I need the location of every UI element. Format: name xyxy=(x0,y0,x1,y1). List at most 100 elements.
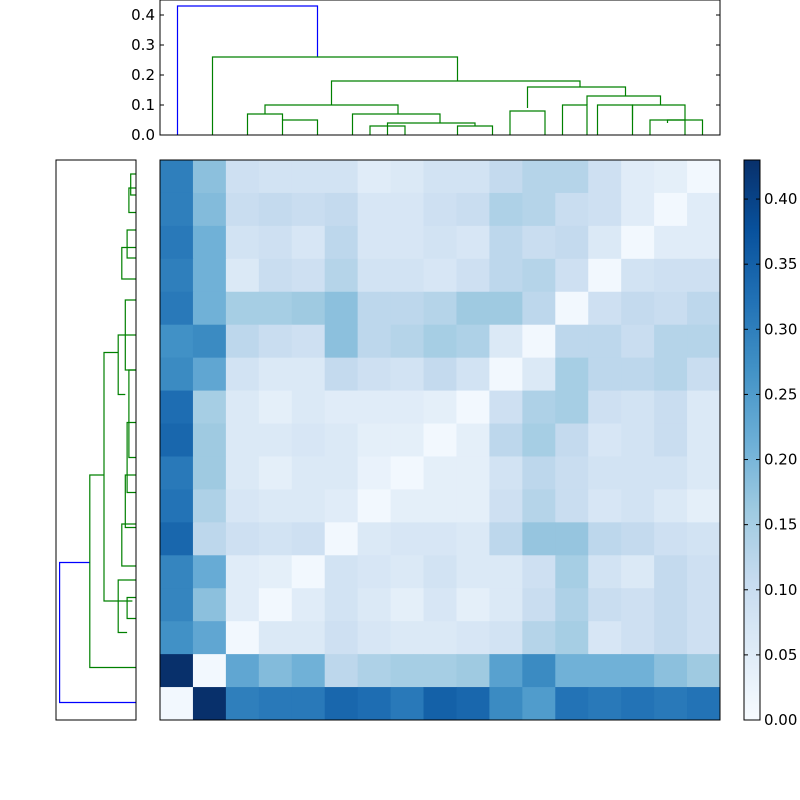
top-dendrogram-link xyxy=(509,110,546,135)
heatmap-cell xyxy=(621,160,655,194)
heatmap-cell xyxy=(192,192,227,227)
heatmap-cell xyxy=(258,225,293,260)
top-dendrogram-link xyxy=(596,104,634,135)
heatmap-cell xyxy=(687,258,721,293)
heatmap-cell xyxy=(258,192,293,227)
colorbar-scale xyxy=(744,160,760,720)
heatmap-cell xyxy=(192,621,227,655)
heatmap-cell xyxy=(621,291,655,326)
colorbar-tick-label: 0.30 xyxy=(764,320,797,338)
heatmap-cell xyxy=(654,687,688,721)
heatmap-cell xyxy=(555,522,589,556)
heatmap-cell xyxy=(225,621,260,655)
heatmap-cell xyxy=(489,456,523,490)
heatmap-cell xyxy=(687,489,721,523)
heatmap-cell xyxy=(522,258,556,293)
heatmap-cell xyxy=(555,291,589,326)
heatmap-cell xyxy=(160,588,194,622)
heatmap-cell xyxy=(588,423,622,457)
heatmap-cell xyxy=(423,456,457,490)
heatmap-cell xyxy=(225,522,260,556)
heatmap-cell xyxy=(160,225,194,260)
heatmap-cell xyxy=(390,258,425,293)
left-dendrogram-link xyxy=(124,299,136,371)
heatmap-cell xyxy=(357,357,392,392)
heatmap-cell xyxy=(357,192,392,227)
heatmap xyxy=(159,159,721,721)
heatmap-cell xyxy=(291,324,326,359)
heatmap-cell xyxy=(522,192,556,227)
heatmap-cell xyxy=(489,621,523,655)
top-dendrogram-link xyxy=(526,86,627,108)
heatmap-cell xyxy=(687,555,721,589)
heatmap-cell xyxy=(588,522,622,556)
heatmap-cell xyxy=(588,588,622,622)
heatmap-cell xyxy=(654,324,688,359)
heatmap-cell xyxy=(588,489,622,523)
heatmap-cell xyxy=(621,225,655,260)
heatmap-cell xyxy=(357,588,392,622)
heatmap-cell xyxy=(654,621,688,655)
left-dendrogram-link xyxy=(121,523,136,567)
heatmap-cell xyxy=(423,160,457,194)
heatmap-cell xyxy=(621,588,655,622)
heatmap-cell xyxy=(258,654,293,688)
colorbar-tick-label: 0.10 xyxy=(764,581,797,599)
heatmap-cell xyxy=(160,160,194,194)
heatmap-cell xyxy=(160,456,194,490)
heatmap-cell xyxy=(390,423,425,457)
heatmap-cell xyxy=(324,357,359,392)
heatmap-cell xyxy=(621,324,655,359)
heatmap-cell xyxy=(192,654,227,688)
heatmap-cell xyxy=(258,258,293,293)
heatmap-cell xyxy=(456,357,490,392)
heatmap-cell xyxy=(555,456,589,490)
heatmap-frame xyxy=(159,159,721,721)
left-dendrogram-frame xyxy=(55,159,137,721)
heatmap-cell xyxy=(291,687,326,721)
heatmap-cell xyxy=(258,357,293,392)
heatmap-cell xyxy=(489,654,523,688)
heatmap-cell xyxy=(654,555,688,589)
heatmap-cell xyxy=(160,291,194,326)
heatmap-cell xyxy=(160,687,194,721)
heatmap-cell xyxy=(291,423,326,457)
heatmap-cell xyxy=(357,160,392,194)
heatmap-cell xyxy=(160,522,194,556)
top-dendrogram-tick-label: 0.3 xyxy=(131,36,155,54)
heatmap-cell xyxy=(160,654,194,688)
heatmap-cell xyxy=(654,192,688,227)
heatmap-cell xyxy=(160,390,194,425)
heatmap-cell xyxy=(555,621,589,655)
heatmap-cell xyxy=(192,555,227,589)
heatmap-cell xyxy=(357,258,392,293)
heatmap-cell xyxy=(390,192,425,227)
heatmap-cell xyxy=(456,192,490,227)
heatmap-cell xyxy=(423,489,457,523)
heatmap-cell xyxy=(621,654,655,688)
heatmap-cell xyxy=(225,291,260,326)
heatmap-cell xyxy=(687,192,721,227)
heatmap-cell xyxy=(588,357,622,392)
heatmap-cell xyxy=(522,654,556,688)
heatmap-cell xyxy=(522,456,556,490)
heatmap-cell xyxy=(687,423,721,457)
heatmap-cell xyxy=(192,687,227,721)
heatmap-cell xyxy=(555,324,589,359)
heatmap-cell xyxy=(621,489,655,523)
heatmap-cell xyxy=(160,423,194,457)
heatmap-cell xyxy=(456,687,490,721)
heatmap-cell xyxy=(423,291,457,326)
heatmap-cell xyxy=(456,258,490,293)
heatmap-cell xyxy=(192,456,227,490)
heatmap-cell xyxy=(489,291,523,326)
left-dendrogram-links xyxy=(58,173,136,704)
heatmap-cell xyxy=(456,621,490,655)
heatmap-cell xyxy=(225,324,260,359)
heatmap-cell xyxy=(225,654,260,688)
heatmap-cell xyxy=(258,555,293,589)
heatmap-cell xyxy=(160,258,194,293)
heatmap-cell xyxy=(225,390,260,425)
heatmap-cell xyxy=(489,423,523,457)
top-dendrogram-link xyxy=(176,5,319,135)
